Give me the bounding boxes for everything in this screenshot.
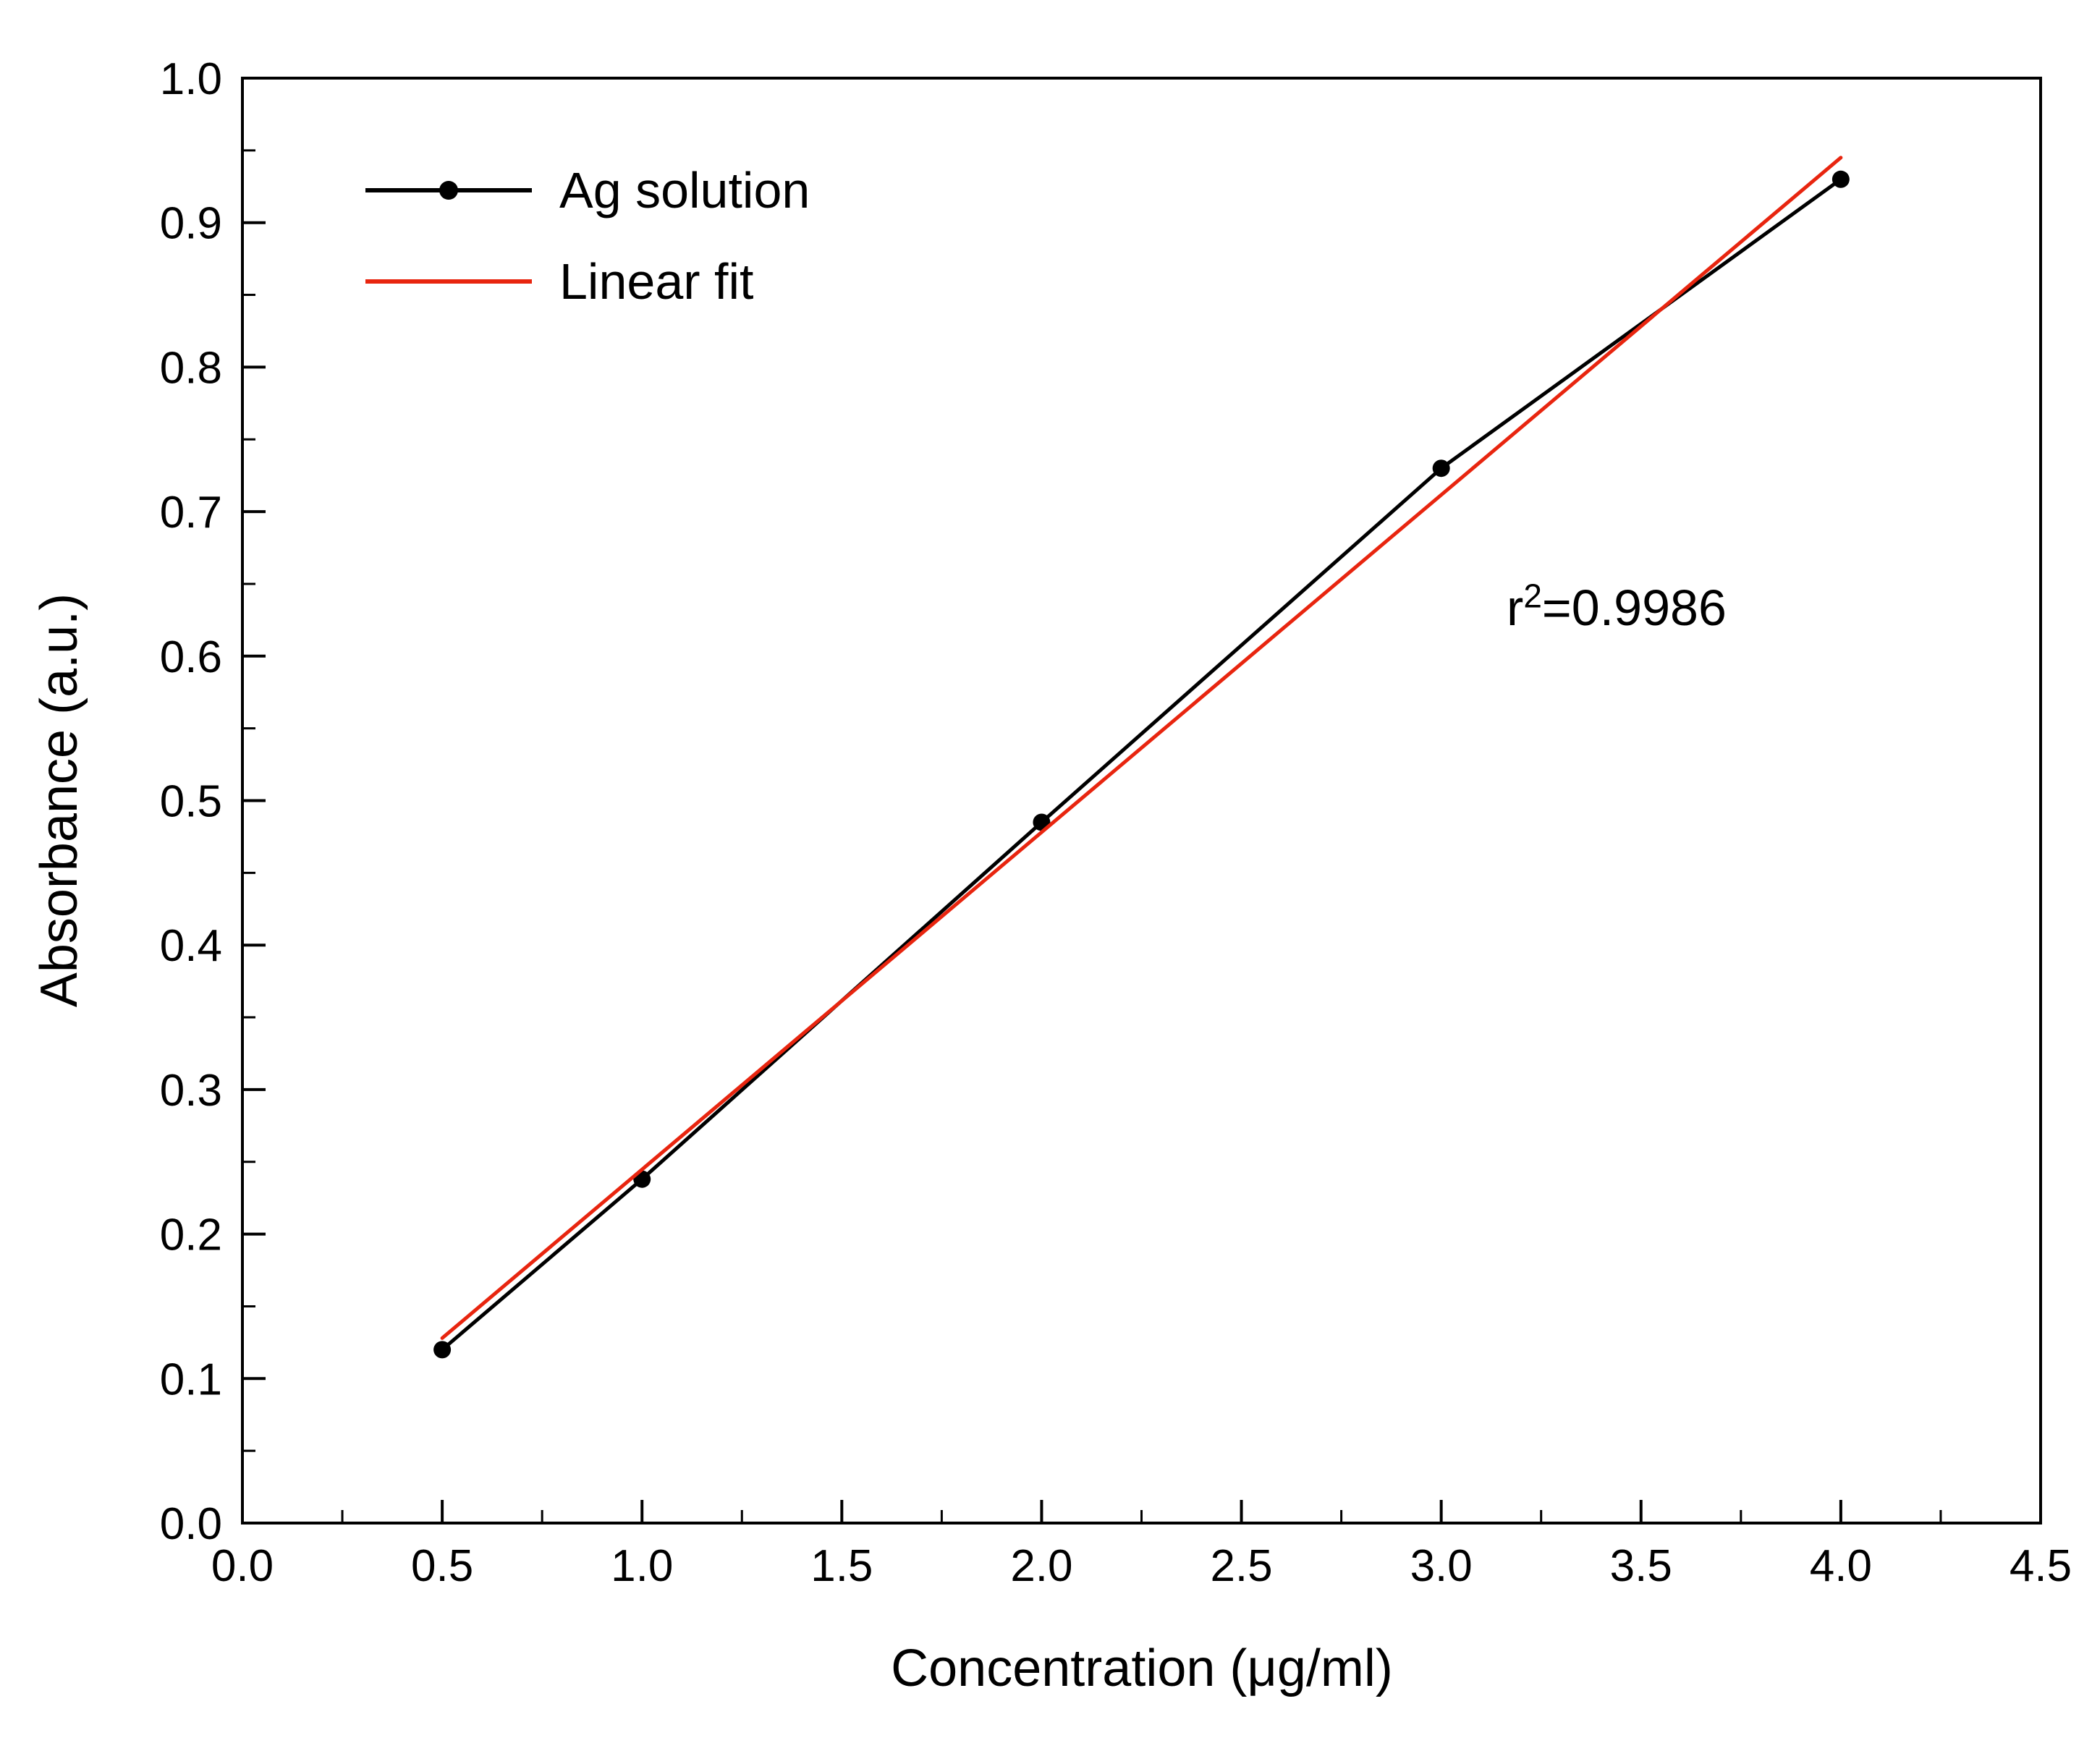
x-tick-label: 2.5	[1210, 1541, 1272, 1591]
r-squared-value: =0.9986	[1541, 580, 1727, 636]
legend-label-linear-fit: Linear fit	[559, 253, 754, 310]
y-tick-label: 0.6	[160, 632, 222, 682]
data-point	[1432, 459, 1450, 478]
x-tick-label: 1.0	[611, 1541, 673, 1591]
x-tick-label: 2.0	[1010, 1541, 1072, 1591]
x-tick-label: 4.0	[1810, 1541, 1872, 1591]
legend-line-fit-icon	[365, 279, 532, 284]
legend-item-linear-fit: Linear fit	[365, 236, 810, 327]
legend-item-ag-solution: Ag solution	[365, 145, 810, 236]
legend-line-ag-icon	[365, 181, 532, 200]
y-tick-label: 0.1	[160, 1354, 222, 1404]
y-tick-label: 0.4	[160, 921, 222, 971]
legend-label-ag-solution: Ag solution	[559, 162, 810, 219]
y-tick-label: 0.3	[160, 1066, 222, 1116]
x-tick-label: 0.5	[411, 1541, 473, 1591]
x-tick-label: 1.5	[810, 1541, 873, 1591]
legend: Ag solution Linear fit	[365, 145, 810, 327]
series-line-0	[440, 177, 1843, 1352]
x-axis-title: Concentration (μg/ml)	[891, 1640, 1393, 1697]
r-squared-superscript: 2	[1523, 577, 1542, 615]
y-tick-label: 0.5	[160, 777, 222, 827]
y-tick-label: 0.8	[160, 343, 222, 393]
x-tick-label: 3.5	[1610, 1541, 1672, 1591]
x-tick-label: 3.0	[1410, 1541, 1473, 1591]
r-squared-annotation: r2=0.9986	[1507, 579, 1727, 637]
series-line-1	[440, 156, 1843, 1340]
y-tick-label: 0.7	[160, 488, 222, 538]
y-tick-label: 1.0	[160, 54, 222, 104]
y-axis-title: Absorbance (a.u.)	[30, 593, 88, 1008]
x-tick-label: 0.0	[211, 1541, 274, 1591]
legend-marker-ag-icon	[439, 181, 458, 200]
y-tick-label: 0.2	[160, 1210, 222, 1260]
y-tick-label: 0.9	[160, 199, 222, 249]
data-point	[433, 1341, 452, 1359]
r-squared-prefix: r	[1507, 580, 1524, 636]
x-tick-label: 4.5	[2010, 1541, 2072, 1591]
y-tick-label: 0.0	[160, 1499, 222, 1549]
data-point	[1831, 170, 1850, 188]
